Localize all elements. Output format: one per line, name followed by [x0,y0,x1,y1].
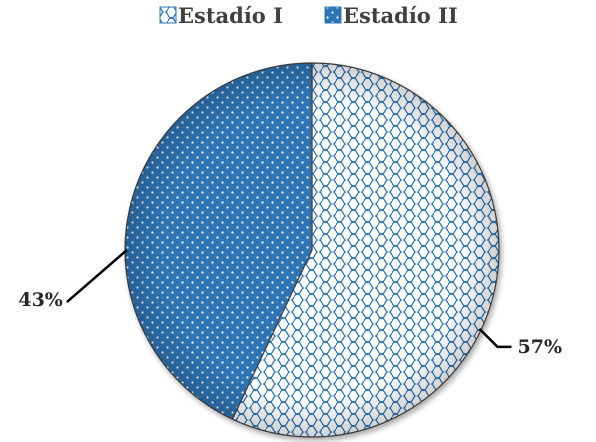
chart-legend: Estadío I Estadío II [159,3,458,28]
data-label-2: 43% [18,289,63,311]
legend-swatch-estadio-ii [324,6,342,24]
leader-line-1 [478,327,512,349]
pie-slices [124,62,500,438]
data-labels: 57% 43% [18,289,562,358]
legend-label-estadio-ii: Estadío II [343,3,458,28]
leader-lines [66,249,512,349]
legend-label-estadio-i: Estadío I [178,3,283,28]
legend-swatch-estadio-i [159,6,177,24]
legend-item-estadio-i: Estadío I [159,3,283,28]
data-label-1: 57% [518,336,563,358]
leader-line-2 [66,249,128,303]
legend-item-estadio-ii: Estadío II [324,3,458,28]
